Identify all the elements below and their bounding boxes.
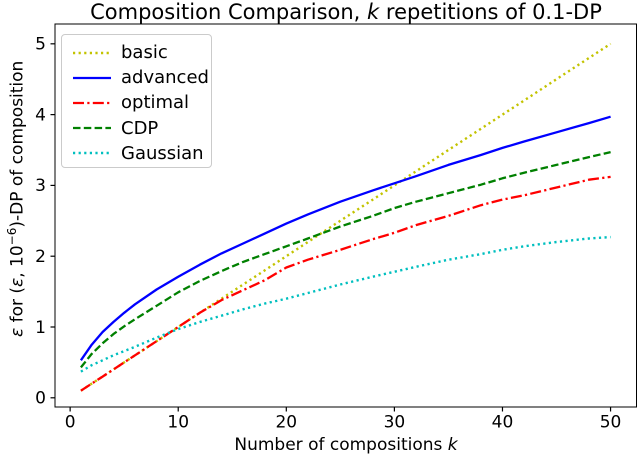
legend-item-optimal: optimal xyxy=(72,90,211,115)
legend-swatch-advanced xyxy=(73,76,111,79)
series-line-optimal xyxy=(80,175,611,392)
x-tick-label-4: 40 xyxy=(492,413,514,433)
y-axis-superscript: −6 xyxy=(5,227,19,246)
series-line-basic xyxy=(80,42,612,392)
legend-label-basic: basic xyxy=(121,42,168,64)
series-line-advanced xyxy=(79,115,611,361)
legend-item-CDP: CDP xyxy=(72,116,211,141)
series-group xyxy=(79,42,612,392)
y-axis-epsilon2: ε xyxy=(7,277,28,287)
legend-label-Gaussian: Gaussian xyxy=(121,142,204,164)
chart-title-italic-k: k xyxy=(367,0,380,24)
legend-item-basic: basic xyxy=(72,40,211,65)
y-axis-epsilon: ε xyxy=(7,327,28,337)
y-tick-label-3: 3 xyxy=(35,176,46,196)
legend-swatch-Gaussian xyxy=(73,152,111,155)
x-axis-label: Number of compositions k xyxy=(55,435,637,455)
legend-label-CDP: CDP xyxy=(121,117,159,139)
y-tick-label-0: 0 xyxy=(35,389,46,409)
y-tick-label-4: 4 xyxy=(35,105,46,125)
x-tick-label-0: 0 xyxy=(65,413,76,433)
series-line-CDP xyxy=(80,150,611,369)
x-tick-label-5: 50 xyxy=(600,413,622,433)
x-tick-label-2: 20 xyxy=(275,413,297,433)
y-tick-label-5: 5 xyxy=(35,35,46,55)
axes-frame xyxy=(54,23,637,408)
legend-label-optimal: optimal xyxy=(121,92,190,114)
y-axis-label-text2: , 10 xyxy=(7,245,28,278)
y-axis-label-text: for ( xyxy=(7,286,28,328)
x-tick-label-3: 30 xyxy=(384,413,406,433)
chart-title: Composition Comparison, k repetitions of… xyxy=(55,0,637,25)
x-tick-label-1: 10 xyxy=(167,413,189,433)
y-axis-label-text3: )-DP of composition xyxy=(7,60,28,228)
legend-item-Gaussian: Gaussian xyxy=(72,141,211,166)
legend-swatch-CDP xyxy=(73,127,111,130)
legend-swatch-optimal xyxy=(73,101,111,105)
legend-item-advanced: advanced xyxy=(72,65,211,90)
y-axis-label: ε for (ε, 10−6)-DP of composition xyxy=(5,61,28,337)
y-tick-label-2: 2 xyxy=(35,247,46,267)
series-line-Gaussian xyxy=(80,235,611,373)
legend-label-advanced: advanced xyxy=(121,67,209,89)
x-axis-label-italic-k: k xyxy=(447,435,458,455)
chart-title-text: Composition Comparison, xyxy=(90,0,368,24)
legend: basic advanced optimal CDP Gaussian xyxy=(61,34,212,168)
x-axis-label-text: Number of compositions xyxy=(234,435,448,455)
chart-title-text2: repetitions of 0.1-DP xyxy=(379,0,602,24)
y-tick-label-1: 1 xyxy=(35,318,46,338)
legend-swatch-basic xyxy=(73,51,111,54)
